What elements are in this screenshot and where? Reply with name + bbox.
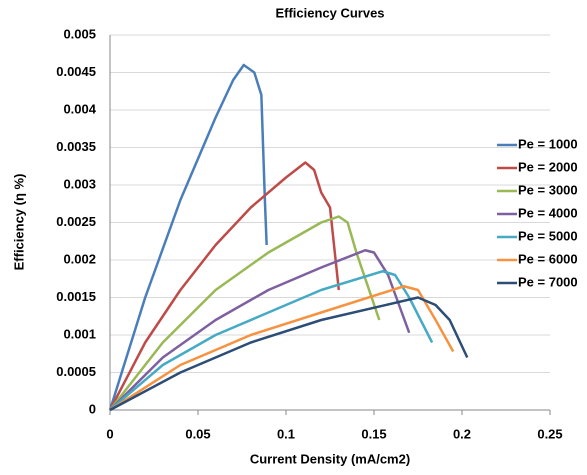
series-line <box>109 270 434 411</box>
series-line <box>109 249 411 411</box>
series-line <box>108 161 341 411</box>
series-line <box>109 215 381 411</box>
legend-label: Pe = 5000 <box>518 228 578 243</box>
legend-label: Pe = 4000 <box>518 205 578 220</box>
x-tick-label: 0.05 <box>185 426 210 441</box>
y-tick-label: 0.005 <box>63 26 96 41</box>
x-tick-label: 0.2 <box>453 426 471 441</box>
legend-label: Pe = 3000 <box>518 182 578 197</box>
chart-title: Efficiency Curves <box>275 5 384 20</box>
x-tick-label: 0 <box>106 426 113 441</box>
x-tick-label: 0.15 <box>361 426 386 441</box>
y-tick-label: 0.0005 <box>56 364 96 379</box>
legend-label: Pe = 6000 <box>518 251 578 266</box>
x-tick-label: 0.25 <box>537 426 562 441</box>
y-tick-label: 0.0025 <box>56 214 96 229</box>
y-axis-label: Efficiency (η %) <box>11 174 26 271</box>
series-line <box>108 63 268 411</box>
legend-label: Pe = 2000 <box>518 159 578 174</box>
y-tick-label: 0.0035 <box>56 139 96 154</box>
y-tick-label: 0.001 <box>63 326 96 341</box>
legend-label: Pe = 7000 <box>518 274 578 289</box>
x-axis-label: Current Density (mA/cm2) <box>250 451 410 466</box>
legend-label: Pe = 1000 <box>518 136 578 151</box>
y-tick-label: 0.002 <box>63 251 96 266</box>
y-tick-label: 0.003 <box>63 176 96 191</box>
series-line <box>109 296 469 412</box>
x-tick-label: 0.1 <box>277 426 295 441</box>
y-tick-label: 0.0045 <box>56 64 96 79</box>
y-tick-label: 0 <box>89 401 96 416</box>
y-tick-label: 0.004 <box>63 101 96 116</box>
y-tick-label: 0.0015 <box>56 289 96 304</box>
series-line <box>109 285 455 412</box>
